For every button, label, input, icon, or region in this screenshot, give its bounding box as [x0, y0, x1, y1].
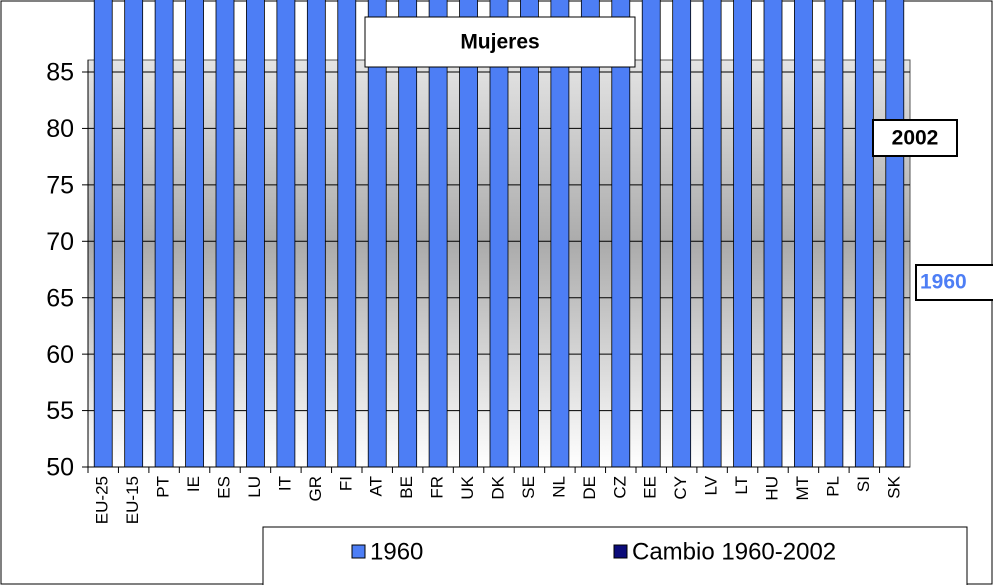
- x-tick-label: SE: [519, 476, 538, 499]
- legend-swatch: [613, 544, 628, 559]
- bar-segment: [306, 0, 326, 468]
- bar-segment: [733, 0, 752, 468]
- legend-label: Cambio 1960-2002: [632, 538, 836, 565]
- bar-segment: [672, 0, 692, 468]
- x-tick-label: DK: [488, 475, 507, 499]
- y-tick-label: 55: [46, 397, 74, 425]
- legend-swatch: [351, 544, 366, 559]
- y-tick-label: 70: [46, 228, 74, 256]
- x-tick-label: NL: [549, 476, 568, 498]
- bar-segment: [854, 0, 874, 468]
- x-tick-label: CZ: [610, 476, 629, 499]
- x-tick-label: FI: [336, 476, 355, 491]
- bar-segment: [154, 0, 174, 468]
- annotation-box: [872, 119, 958, 157]
- x-tick-label: IT: [275, 476, 294, 491]
- x-tick-label: FR: [428, 476, 447, 499]
- bar-segment: [520, 0, 539, 468]
- annotation: 2002: [892, 127, 939, 150]
- x-tick-label: CY: [671, 476, 690, 500]
- annotation: 1960: [920, 271, 967, 294]
- bar-segment: [763, 0, 783, 468]
- x-tick-label: ES: [214, 476, 233, 499]
- x-tick-label: EU-15: [123, 476, 142, 524]
- bar-segment: [824, 0, 844, 468]
- bar-segment: [93, 0, 113, 468]
- bar-segment: [185, 0, 204, 468]
- x-tick-label: SK: [884, 475, 903, 498]
- bar-segment: [702, 0, 722, 468]
- x-tick-label: DE: [580, 476, 599, 500]
- x-tick-label: EU-25: [93, 476, 112, 524]
- bar-segment: [337, 0, 357, 468]
- x-tick-label: EE: [641, 476, 660, 499]
- bar-segment: [398, 0, 418, 468]
- y-tick-label: 65: [46, 284, 74, 312]
- y-tick-label: 60: [46, 341, 74, 369]
- bar-segment: [428, 0, 448, 468]
- y-tick-label: 75: [46, 171, 74, 199]
- x-tick-label: UK: [458, 475, 477, 499]
- x-tick-label: MT: [793, 476, 812, 501]
- bar-segment: [550, 0, 570, 468]
- x-tick-label: GR: [306, 476, 325, 502]
- x-tick-label: SI: [854, 476, 873, 492]
- bar-segment: [489, 0, 509, 468]
- y-tick-label: 85: [46, 59, 74, 87]
- bar-segment: [215, 0, 235, 468]
- y-tick-label: 50: [46, 454, 74, 482]
- title-box: [364, 16, 636, 68]
- x-tick-label: LU: [245, 476, 264, 498]
- x-tick-label: LV: [702, 475, 721, 495]
- x-tick-label: HU: [762, 476, 781, 501]
- bar-segment: [276, 0, 296, 468]
- x-tick-label: PT: [154, 476, 173, 498]
- x-tick-label: AT: [367, 476, 386, 496]
- legend-label: 1960: [370, 538, 423, 565]
- x-tick-label: PL: [823, 476, 842, 497]
- bar-segment: [246, 0, 265, 468]
- bar-segment: [367, 0, 387, 468]
- annotation-box: [915, 264, 993, 301]
- bar-segment: [611, 0, 631, 468]
- bar-segment: [794, 0, 813, 468]
- bar-segment: [124, 0, 144, 468]
- x-tick-label: IE: [184, 476, 203, 492]
- y-tick-label: 80: [46, 115, 74, 143]
- bar-segment: [459, 0, 478, 468]
- x-tick-label: LT: [732, 476, 751, 495]
- x-tick-label: BE: [397, 476, 416, 499]
- bar-segment: [641, 0, 661, 468]
- bar-segment: [885, 0, 905, 468]
- chart-title: Mujeres: [460, 31, 539, 54]
- bar-segment: [580, 0, 600, 468]
